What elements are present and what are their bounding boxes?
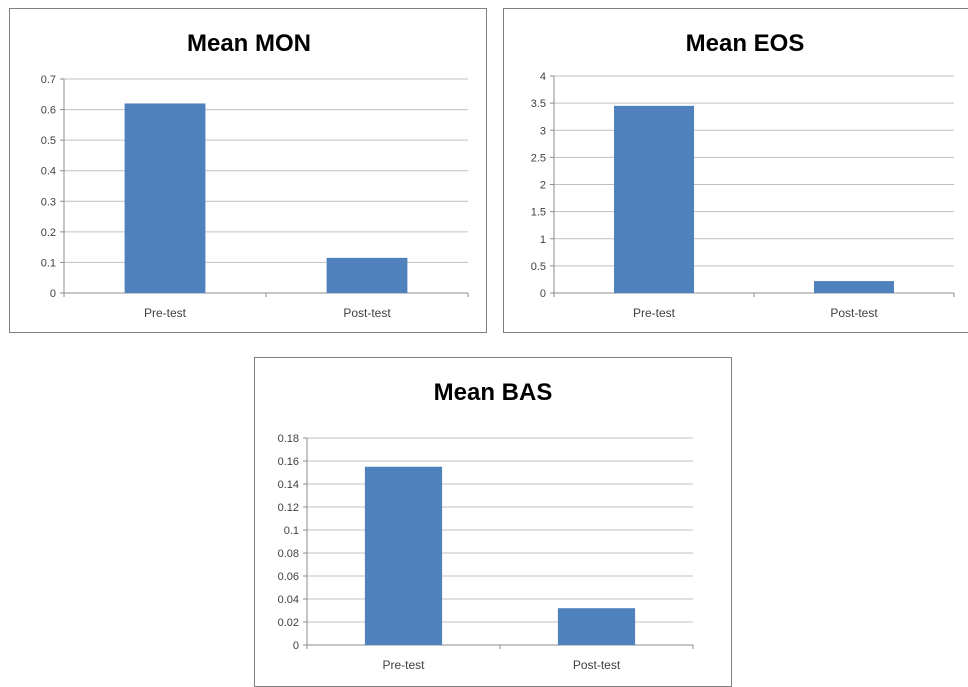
y-tick-label: 3: [540, 125, 546, 137]
y-tick-label: 1.5: [531, 207, 546, 219]
x-tick-label: Pre-test: [382, 658, 425, 672]
y-tick-label: 0.04: [278, 594, 299, 606]
x-tick-label: Pre-test: [144, 306, 187, 320]
y-tick-label: 0: [540, 288, 546, 300]
bar-post-test: [557, 608, 636, 645]
chart-title: Mean MON: [187, 30, 311, 57]
y-tick-label: 4: [540, 71, 546, 83]
chart-title: Mean EOS: [686, 30, 805, 57]
bar-pre-test: [364, 466, 443, 645]
x-tick-label: Post-test: [343, 306, 391, 320]
x-tick-label: Pre-test: [633, 306, 676, 320]
y-tick-label: 0.4: [41, 166, 56, 178]
y-tick-label: 0: [50, 288, 56, 300]
y-tick-label: 0.1: [284, 525, 299, 537]
y-tick-label: 2: [540, 180, 546, 192]
y-tick-label: 2.5: [531, 152, 546, 164]
y-tick-label: 1: [540, 234, 546, 246]
y-tick-label: 0.14: [278, 479, 299, 491]
y-tick-label: 0.2: [41, 227, 56, 239]
chart-title: Mean BAS: [434, 379, 553, 406]
chart-mean-bas: Mean BAS 0 0.02 0.04 0.06 0.08 0.1 0.12 0.14 0.1…: [278, 379, 694, 672]
y-tick-label: 0.5: [531, 261, 546, 273]
bar-post-test: [814, 281, 894, 293]
y-tick-label: 0.12: [278, 502, 299, 514]
bar-post-test: [326, 257, 408, 293]
x-tick-label: Post-test: [830, 306, 878, 320]
y-tick-label: 0: [293, 640, 299, 652]
chart-mean-eos: Mean EOS 0 0.5 1 1.5 2 2.5 3 3.5 4 Pre-test Post-t…: [531, 30, 955, 320]
y-tick-label: 0.3: [41, 196, 56, 208]
y-tick-label: 0.7: [41, 74, 56, 86]
chart-panel-mean-eos: Mean EOS 0 0.5 1 1.5 2 2.5 3 3.5 4 Pre-test Post-t…: [503, 8, 968, 333]
chart-panel-mean-mon: Mean MON 0 0.1 0.2 0.3 0.4 0.5 0.6 0.7 Pre-test P…: [9, 8, 487, 333]
y-tick-label: 0.16: [278, 456, 299, 468]
y-tick-label: 0.5: [41, 135, 56, 147]
chart-panel-mean-bas: Mean BAS 0 0.02 0.04 0.06 0.08 0.1 0.12 0.14 0.1…: [254, 357, 732, 687]
chart-mean-mon: Mean MON 0 0.1 0.2 0.3 0.4 0.5 0.6 0.7 Pre-test P…: [41, 30, 469, 320]
y-tick-label: 3.5: [531, 98, 546, 110]
y-tick-label: 0.06: [278, 571, 299, 583]
y-tick-label: 0.1: [41, 257, 56, 269]
bar-pre-test: [124, 103, 206, 293]
x-tick-label: Post-test: [573, 658, 621, 672]
y-tick-label: 0.02: [278, 617, 299, 629]
bar-pre-test: [614, 105, 694, 294]
y-tick-label: 0.6: [41, 105, 56, 117]
y-tick-label: 0.08: [278, 548, 299, 560]
y-tick-label: 0.18: [278, 433, 299, 445]
